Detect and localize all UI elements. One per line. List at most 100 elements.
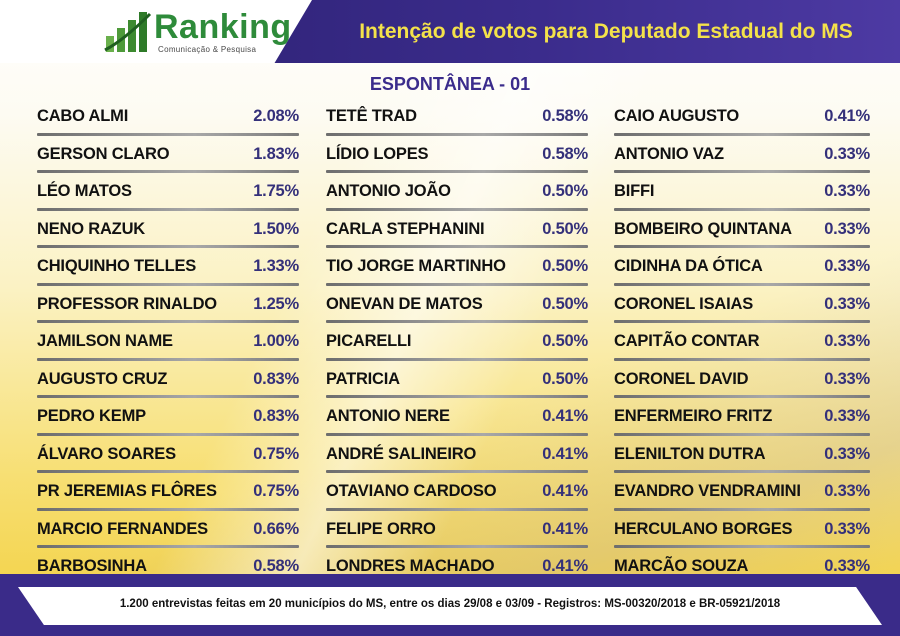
- candidate-percent: 1.33%: [253, 257, 299, 276]
- candidate-name: ANTONIO VAZ: [614, 144, 724, 163]
- candidate-percent: 0.33%: [824, 144, 870, 163]
- candidate-percent: 0.33%: [824, 257, 870, 276]
- candidate-name: CHIQUINHO TELLES: [37, 257, 197, 276]
- candidate-row: CAPITÃO CONTAR 0.33%: [614, 323, 870, 361]
- candidate-name: PR JEREMIAS FLÔRES: [37, 482, 217, 501]
- candidate-name: TIO JORGE MARTINHO: [326, 257, 506, 276]
- candidate-percent: 0.58%: [253, 557, 299, 576]
- candidate-column-3: CAIO AUGUSTO 0.41% ANTONIO VAZ 0.33% BIFFI…: [614, 98, 870, 586]
- candidate-name: OTAVIANO CARDOSO: [326, 482, 497, 501]
- candidate-percent: 0.33%: [824, 182, 870, 201]
- candidate-name: ANTONIO JOÃO: [326, 182, 451, 201]
- candidate-name: PROFESSOR RINALDO: [37, 294, 217, 313]
- candidate-row: PR JEREMIAS FLÔRES 0.75%: [37, 473, 299, 511]
- candidate-percent: 1.50%: [253, 219, 299, 238]
- candidate-name: BARBOSINHA: [37, 557, 147, 576]
- candidate-row: FELIPE ORRO 0.41%: [326, 511, 588, 549]
- candidate-name: ONEVAN DE MATOS: [326, 294, 483, 313]
- candidate-name: PATRICIA: [326, 369, 400, 388]
- candidate-row: CABO ALMI 2.08%: [37, 98, 299, 136]
- candidate-name: NENO RAZUK: [37, 219, 145, 238]
- candidate-percent: 0.41%: [542, 482, 588, 501]
- candidate-column-2: TETÊ TRAD 0.58% LÍDIO LOPES 0.58% ANTONIO …: [326, 98, 588, 586]
- candidate-percent: 0.41%: [824, 107, 870, 126]
- brand-tagline: Comunicação & Pesquisa: [158, 45, 257, 54]
- candidate-name: MARCÃO SOUZA: [614, 557, 749, 576]
- candidate-row: TETÊ TRAD 0.58%: [326, 98, 588, 136]
- candidate-percent: 0.41%: [542, 444, 588, 463]
- candidate-name: CAIO AUGUSTO: [614, 107, 740, 126]
- poll-subtitle: ESPONTÂNEA - 01: [369, 74, 531, 94]
- candidate-row: CHIQUINHO TELLES 1.33%: [37, 248, 299, 286]
- candidate-percent: 0.58%: [542, 144, 588, 163]
- candidate-name: GERSON CLARO: [37, 144, 170, 163]
- candidate-name: LÉO MATOS: [37, 182, 132, 201]
- candidate-row: PICARELLI 0.50%: [326, 323, 588, 361]
- candidate-percent: 0.33%: [824, 332, 870, 351]
- candidate-percent: 0.33%: [824, 369, 870, 388]
- candidate-row: ANTONIO NERE 0.41%: [326, 398, 588, 436]
- candidate-percent: 0.50%: [542, 182, 588, 201]
- candidate-percent: 0.75%: [253, 482, 299, 501]
- bar-chart-logo-icon: [104, 12, 152, 52]
- candidate-row: ENFERMEIRO FRITZ 0.33%: [614, 398, 870, 436]
- candidate-row: JAMILSON NAME 1.00%: [37, 323, 299, 361]
- candidate-row: OTAVIANO CARDOSO 0.41%: [326, 473, 588, 511]
- candidate-name: MARCIO FERNANDES: [37, 519, 208, 538]
- candidate-name: CAPITÃO CONTAR: [614, 332, 760, 351]
- candidate-name: EVANDRO VENDRAMINI: [614, 482, 801, 501]
- candidate-row: BOMBEIRO QUINTANA 0.33%: [614, 211, 870, 249]
- candidate-row: ONEVAN DE MATOS 0.50%: [326, 286, 588, 324]
- candidate-percent: 0.33%: [824, 444, 870, 463]
- candidate-row: CARLA STEPHANINI 0.50%: [326, 211, 588, 249]
- candidate-name: ÁLVARO SOARES: [37, 444, 176, 463]
- logo-panel: Ranking Comunicação & Pesquisa: [0, 0, 312, 63]
- candidate-percent: 0.75%: [253, 444, 299, 463]
- candidate-name: CORONEL ISAIAS: [614, 294, 753, 313]
- candidate-percent: 1.75%: [253, 182, 299, 201]
- candidate-percent: 0.41%: [542, 407, 588, 426]
- candidate-percent: 0.83%: [253, 407, 299, 426]
- candidate-name: CORONEL DAVID: [614, 369, 749, 388]
- candidate-percent: 0.41%: [542, 519, 588, 538]
- candidate-row: GERSON CLARO 1.83%: [37, 136, 299, 174]
- candidate-row: ANDRÉ SALINEIRO 0.41%: [326, 436, 588, 474]
- candidate-percent: 0.83%: [253, 369, 299, 388]
- candidate-name: CABO ALMI: [37, 107, 129, 126]
- candidate-percent: 0.33%: [824, 219, 870, 238]
- candidate-row: ANTONIO VAZ 0.33%: [614, 136, 870, 174]
- candidate-percent: 0.50%: [542, 294, 588, 313]
- candidate-row: ELENILTON DUTRA 0.33%: [614, 436, 870, 474]
- candidate-name: TETÊ TRAD: [326, 107, 417, 126]
- candidate-name: LÍDIO LOPES: [326, 144, 429, 163]
- candidate-name: AUGUSTO CRUZ: [37, 369, 168, 388]
- candidate-name: PICARELLI: [326, 332, 412, 351]
- candidate-percent: 0.66%: [253, 519, 299, 538]
- candidate-row: CAIO AUGUSTO 0.41%: [614, 98, 870, 136]
- candidate-column-1: CABO ALMI 2.08% GERSON CLARO 1.83% LÉO MAT…: [37, 98, 299, 586]
- candidate-row: TIO JORGE MARTINHO 0.50%: [326, 248, 588, 286]
- candidate-name: PEDRO KEMP: [37, 407, 146, 426]
- candidate-percent: 0.33%: [824, 557, 870, 576]
- candidate-name: HERCULANO BORGES: [614, 519, 793, 538]
- candidate-row: CORONEL ISAIAS 0.33%: [614, 286, 870, 324]
- candidate-percent: 0.33%: [824, 519, 870, 538]
- candidate-row: CIDINHA DA ÓTICA 0.33%: [614, 248, 870, 286]
- candidate-name: CIDINHA DA ÓTICA: [614, 257, 763, 276]
- candidate-row: ANTONIO JOÃO 0.50%: [326, 173, 588, 211]
- candidate-row: ÁLVARO SOARES 0.75%: [37, 436, 299, 474]
- brand-name: Ranking: [154, 8, 292, 46]
- candidate-percent: 1.83%: [253, 144, 299, 163]
- candidate-percent: 0.50%: [542, 257, 588, 276]
- candidate-name: ANDRÉ SALINEIRO: [326, 444, 477, 463]
- candidate-percent: 2.08%: [253, 107, 299, 126]
- candidate-name: CARLA STEPHANINI: [326, 219, 485, 238]
- footer-note: 1.200 entrevistas feitas em 20 município…: [119, 598, 781, 610]
- candidate-percent: 0.33%: [824, 294, 870, 313]
- candidate-row: LÉO MATOS 1.75%: [37, 173, 299, 211]
- candidate-row: CORONEL DAVID 0.33%: [614, 361, 870, 399]
- candidate-name: BOMBEIRO QUINTANA: [614, 219, 792, 238]
- candidate-percent: 0.41%: [542, 557, 588, 576]
- candidate-row: PROFESSOR RINALDO 1.25%: [37, 286, 299, 324]
